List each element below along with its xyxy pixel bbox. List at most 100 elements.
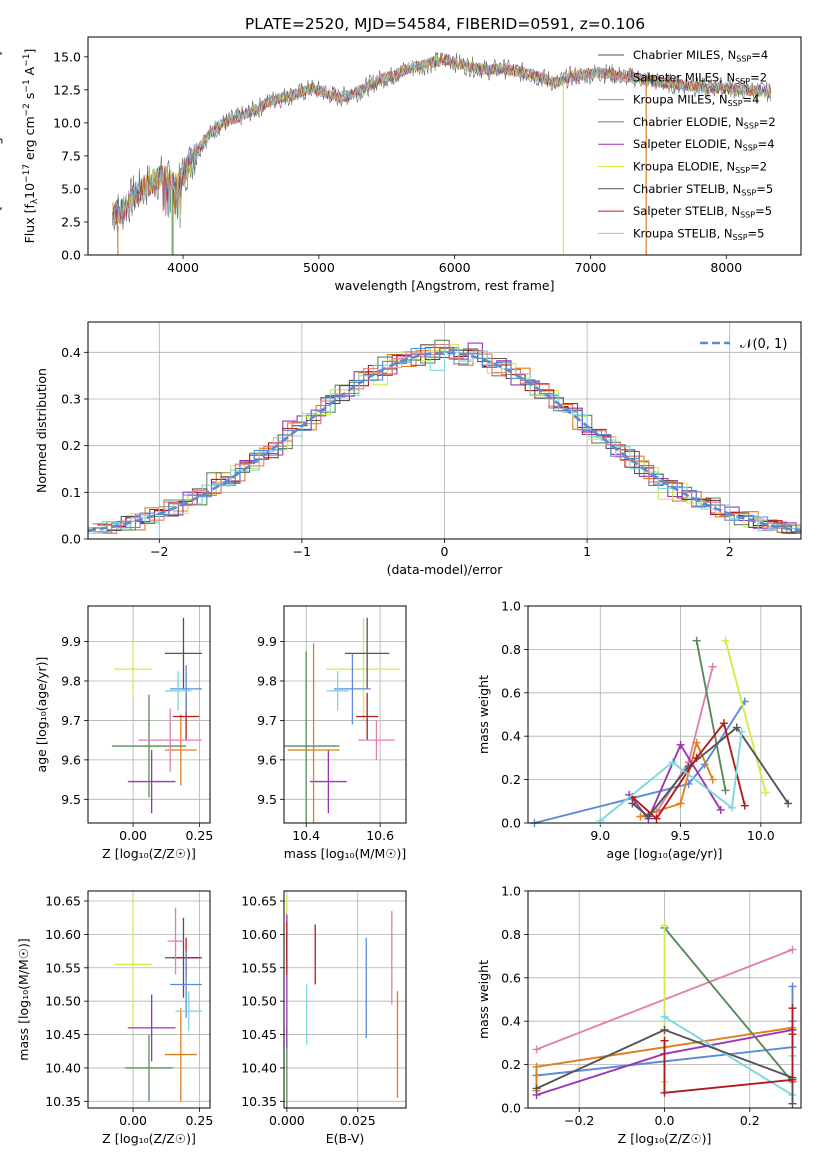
spectrum-line <box>112 55 772 224</box>
legend-label: Salpeter ELODIE, NSSP=4 <box>633 137 775 153</box>
mass-vs-extinction-panel: 0.000 0.025 10.35 10.40 10.45 10.50 10.55 10.60… <box>241 890 407 1146</box>
y-axis-label-part: A <box>22 66 37 79</box>
y-tick-label: 9.7 <box>257 713 277 728</box>
mass-weight-vs-metallicity-panel: −0.2 0.0 0.2 0.0 0.2 0.4 0.6 0.8 1.0 Z [log₁₀(Z/Z… <box>476 884 802 1146</box>
weight-marker <box>721 786 730 795</box>
weight-marker <box>788 1030 797 1039</box>
x-tick-label: 10.6 <box>366 828 394 843</box>
weight-marker <box>660 1088 669 1097</box>
superscript: −2 <box>22 103 32 116</box>
axes-frame <box>283 890 407 1109</box>
weight-marker <box>716 805 725 814</box>
weight-marker <box>692 636 701 645</box>
legend-label: 𝒩(0, 1) <box>740 337 787 352</box>
x-tick-label: 0.00 <box>119 1113 147 1128</box>
x-axis-label: mass [log₁₀(M/M☉)] <box>284 846 406 861</box>
x-axis-label: Z [log₁₀(Z/Z☉)] <box>102 846 196 861</box>
axes-frame <box>87 605 211 824</box>
x-tick-label: 9.0 <box>590 828 610 843</box>
x-tick-label: 2 <box>726 544 734 559</box>
legend-subscript: SSP <box>741 188 756 197</box>
y-tick-label: 10.55 <box>45 960 81 975</box>
y-tick-label: 0.8 <box>501 927 521 942</box>
histogram-step <box>92 343 801 531</box>
weight-marker <box>788 1075 797 1084</box>
y-tick-label: 5.0 <box>61 181 81 196</box>
y-axis-label-part: s <box>22 93 37 104</box>
weight-marker <box>788 945 797 954</box>
legend-subscript: SSP <box>743 144 758 153</box>
weight-marker <box>532 1062 541 1071</box>
y-tick-label: 9.6 <box>61 752 81 767</box>
y-tick-label: 0.3 <box>61 392 81 407</box>
y-axis-label: mass weight <box>476 675 491 754</box>
weight-marker <box>727 803 736 812</box>
legend-label: Chabrier STELIB, NSSP=5 <box>633 182 773 198</box>
weight-line <box>695 640 727 791</box>
y-axis-label: Flux [fλ10−17 erg cm−2 s−1 A−1] <box>22 49 40 244</box>
y-tick-label: 10.45 <box>241 1027 277 1042</box>
y-tick-label: 2.5 <box>61 214 81 229</box>
age-vs-mass-panel: 10.4 10.6 9.5 9.6 9.7 9.8 9.9 mass [log₁₀(M/M☉)… <box>257 605 407 861</box>
x-tick-label: 4000 <box>167 260 199 275</box>
y-axis-label-part: 10 <box>22 183 37 199</box>
y-tick-label: 15.0 <box>53 49 81 64</box>
legend-count: =5 <box>756 182 773 196</box>
y-tick-label: 0.6 <box>501 970 521 985</box>
y-axis-label: mass [log₁₀(M/M☉)] <box>16 938 31 1060</box>
y-tick-label: 10.40 <box>45 1060 81 1075</box>
weight-marker <box>721 636 730 645</box>
y-tick-label: 0.6 <box>501 685 521 700</box>
x-tick-label: −1 <box>293 544 311 559</box>
x-axis-label: E(B-V) <box>326 1131 365 1146</box>
x-tick-label: 9.5 <box>671 828 691 843</box>
weight-marker <box>676 740 685 749</box>
y-tick-label: 12.5 <box>53 82 81 97</box>
age-vs-metallicity-panel: 0.00 0.25 9.5 9.6 9.7 9.8 9.9 Z [log₁₀(Z/Z☉)] ag… <box>34 605 213 861</box>
spectrum-line <box>112 55 772 222</box>
y-tick-label: 0.1 <box>61 485 81 500</box>
residual-histogram-panel: −2 −1 0 1 2 0.0 0.1 0.2 0.3 0.4 (data-model)/error… <box>34 321 802 577</box>
weight-line <box>724 640 767 793</box>
y-axis-label: Normed distribution <box>34 368 49 493</box>
y-tick-label: 9.5 <box>257 792 277 807</box>
legend-count: =4 <box>743 93 760 107</box>
x-axis-label: Z [log₁₀(Z/Z☉)] <box>102 1131 196 1146</box>
weight-line <box>536 1028 794 1104</box>
weight-marker <box>676 799 685 808</box>
weight-line <box>628 742 722 821</box>
legend-count: =5 <box>748 226 765 240</box>
y-tick-label: 1.0 <box>501 599 521 614</box>
spectrum-panel: 4000 5000 6000 7000 8000 0.0 2.5 5.0 7.5 10.0 12.5… <box>0 36 802 293</box>
weight-line <box>599 731 743 822</box>
y-tick-label: 9.6 <box>257 752 277 767</box>
weight-marker <box>660 1036 669 1045</box>
normal-curve <box>87 351 802 533</box>
legend-subscript: SSP <box>735 77 750 86</box>
y-tick-label: 10.55 <box>241 960 277 975</box>
legend-label: Chabrier ELODIE, NSSP=2 <box>633 115 776 130</box>
x-tick-label: 7000 <box>575 260 607 275</box>
x-tick-label: 0.25 <box>185 1113 213 1128</box>
weight-marker <box>788 982 797 991</box>
superscript: −1 <box>22 79 32 92</box>
mass-vs-metallicity-panel: 0.00 0.25 10.35 10.40 10.45 10.50 10.55 10.60 10… <box>16 890 213 1146</box>
weight-marker <box>737 727 746 736</box>
x-tick-label: 0.00 <box>119 828 147 843</box>
y-tick-label: 9.8 <box>61 673 81 688</box>
x-axis-label: age [log₁₀(age/yr)] <box>607 846 723 861</box>
x-tick-label: 5000 <box>303 260 335 275</box>
mass-weight-vs-age-panel: 9.0 9.5 10.0 0.0 0.2 0.4 0.6 0.8 1.0 age [log₁₀(a… <box>476 599 802 861</box>
y-tick-label: 0.0 <box>61 532 81 547</box>
y-tick-label: 10.65 <box>241 894 277 909</box>
weight-marker <box>692 753 701 762</box>
superscript: −17 <box>22 164 32 183</box>
weight-marker <box>532 1084 541 1093</box>
y-tick-label: 10.65 <box>45 894 81 909</box>
x-tick-label: 0.025 <box>340 1113 376 1128</box>
weight-marker <box>708 775 717 784</box>
y-tick-label: 0.0 <box>501 816 521 831</box>
legend-count: =4 <box>758 137 775 151</box>
y-tick-label: 10.60 <box>241 927 277 942</box>
axes-frame <box>87 321 802 540</box>
